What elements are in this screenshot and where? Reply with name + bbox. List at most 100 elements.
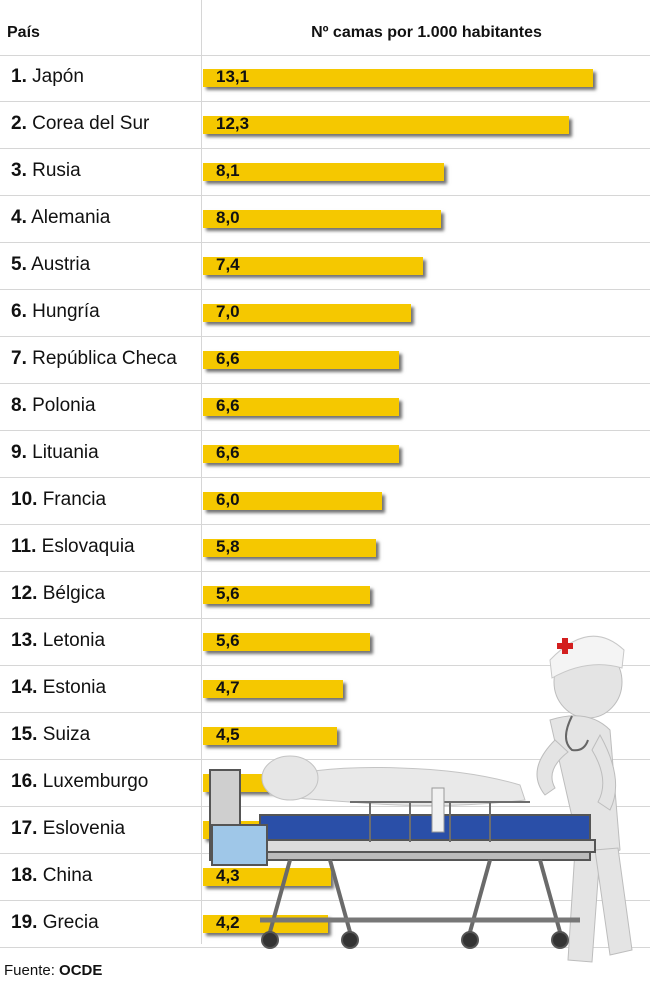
bar — [203, 586, 370, 604]
table-row: 2. Corea del Sur 12,3 — [0, 102, 650, 149]
country-name: Francia — [37, 489, 107, 510]
table-row: 3. Rusia 8,1 — [0, 149, 650, 196]
bar-chart: 1. Japón 13,1 2. Corea del Sur 12,3 3. Rusia… — [0, 55, 650, 948]
table-row: 1. Japón 13,1 — [0, 55, 650, 102]
country-name: República Checa — [26, 348, 177, 369]
bar — [203, 868, 331, 886]
stethoscope-icon — [565, 715, 589, 752]
country-name: Hungría — [26, 301, 100, 322]
bar-value-label: 4,5 — [216, 725, 240, 744]
table-row: 12. Bélgica 5,6 — [0, 572, 650, 619]
bar — [203, 727, 337, 745]
bar — [203, 304, 411, 322]
table-row: 10. Francia 6,0 — [0, 478, 650, 525]
country-label: 6. Hungría — [11, 301, 100, 323]
patient-figure — [269, 767, 526, 807]
country-name: Suiza — [37, 724, 91, 745]
rank-number: 17. — [11, 818, 38, 839]
table-header: País Nº camas por 1.000 habitantes — [0, 0, 650, 56]
rank-number: 5. — [11, 254, 27, 275]
bar-value-label: 4,3 — [216, 866, 240, 885]
country-name: Letonia — [37, 630, 106, 651]
country-label: 5. Austria — [11, 254, 90, 276]
country-label: 13. Letonia — [11, 630, 105, 652]
country-label: 15. Suiza — [11, 724, 90, 746]
bar — [203, 633, 370, 651]
bar-value-label: 7,4 — [216, 255, 240, 274]
country-name: Corea del Sur — [26, 113, 150, 134]
nurse-with-hospital-bed-illustration — [209, 635, 633, 963]
country-label: 19. Grecia — [11, 912, 99, 934]
bar — [203, 680, 343, 698]
table-row: 6. Hungría 7,0 — [0, 290, 650, 337]
country-name: China — [37, 865, 93, 886]
rank-number: 13. — [11, 630, 38, 651]
rank-number: 18. — [11, 865, 38, 886]
country-column-header: País — [7, 24, 40, 41]
rank-number: 12. — [11, 583, 38, 604]
country-label: 10. Francia — [11, 489, 106, 511]
country-name: Estonia — [37, 677, 107, 698]
bar — [203, 492, 382, 510]
bar-value-label: 4,7 — [216, 678, 240, 697]
rank-number: 19. — [11, 912, 38, 933]
bar — [203, 398, 399, 416]
country-label: 7. República Checa — [11, 348, 177, 370]
rank-number: 10. — [11, 489, 38, 510]
rank-number: 8. — [11, 395, 27, 416]
table-row: 18. China 4,3 — [0, 854, 650, 901]
bar-value-label: 6,0 — [216, 490, 240, 509]
country-label: 1. Japón — [11, 66, 84, 88]
table-row: 5. Austria 7,4 — [0, 243, 650, 290]
country-name: Japón — [26, 66, 84, 87]
rank-number: 14. — [11, 677, 38, 698]
bar — [203, 210, 441, 228]
country-name: Rusia — [26, 160, 81, 181]
column-divider — [201, 0, 202, 944]
table-row: 13. Letonia 5,6 — [0, 619, 650, 666]
bar-value-label: 6,6 — [216, 443, 240, 462]
country-name: Lituania — [26, 442, 99, 463]
bar-value-label: 4,2 — [216, 913, 240, 932]
bar — [203, 116, 569, 134]
country-label: 3. Rusia — [11, 160, 81, 182]
country-name: Alemania — [26, 207, 111, 228]
rank-number: 3. — [11, 160, 27, 181]
table-row: 11. Eslovaquia 5,8 — [0, 525, 650, 572]
bar — [203, 257, 423, 275]
bar — [203, 539, 376, 557]
country-label: 12. Bélgica — [11, 583, 105, 605]
country-name: Eslovenia — [37, 818, 126, 839]
bar-value-label: 5,6 — [216, 584, 240, 603]
country-label: 17. Eslovenia — [11, 818, 125, 840]
source-note: Fuente: OCDE — [4, 962, 102, 979]
bar-value-label: 12,3 — [216, 114, 250, 133]
rank-number: 16. — [11, 771, 38, 792]
bar-value-label: 13,1 — [216, 67, 250, 86]
rank-number: 15. — [11, 724, 38, 745]
nurse-figure — [536, 645, 633, 963]
rank-number: 1. — [11, 66, 27, 87]
bar-value-label: 6,6 — [216, 396, 240, 415]
country-label: 2. Corea del Sur — [11, 113, 149, 135]
country-name: Austria — [26, 254, 91, 275]
source-name: OCDE — [59, 962, 103, 979]
table-row: 9. Lituania 6,6 — [0, 431, 650, 478]
rank-number: 4. — [11, 207, 27, 228]
country-label: 4. Alemania — [11, 207, 110, 229]
bar-value-label: 7,0 — [216, 302, 240, 321]
bar — [203, 163, 444, 181]
country-name: Grecia — [37, 912, 99, 933]
bar-value-label: 8,1 — [216, 161, 240, 180]
country-name: Luxemburgo — [37, 771, 149, 792]
source-prefix: Fuente: — [4, 962, 55, 979]
bed-control-panel — [431, 787, 445, 833]
bar — [203, 445, 399, 463]
bar — [203, 69, 593, 87]
country-name: Bélgica — [37, 583, 106, 604]
table-row: 8. Polonia 6,6 — [0, 384, 650, 431]
rank-number: 11. — [11, 536, 37, 557]
rank-number: 9. — [11, 442, 27, 463]
bar-value-label: 8,0 — [216, 208, 240, 227]
rank-number: 7. — [11, 348, 27, 369]
